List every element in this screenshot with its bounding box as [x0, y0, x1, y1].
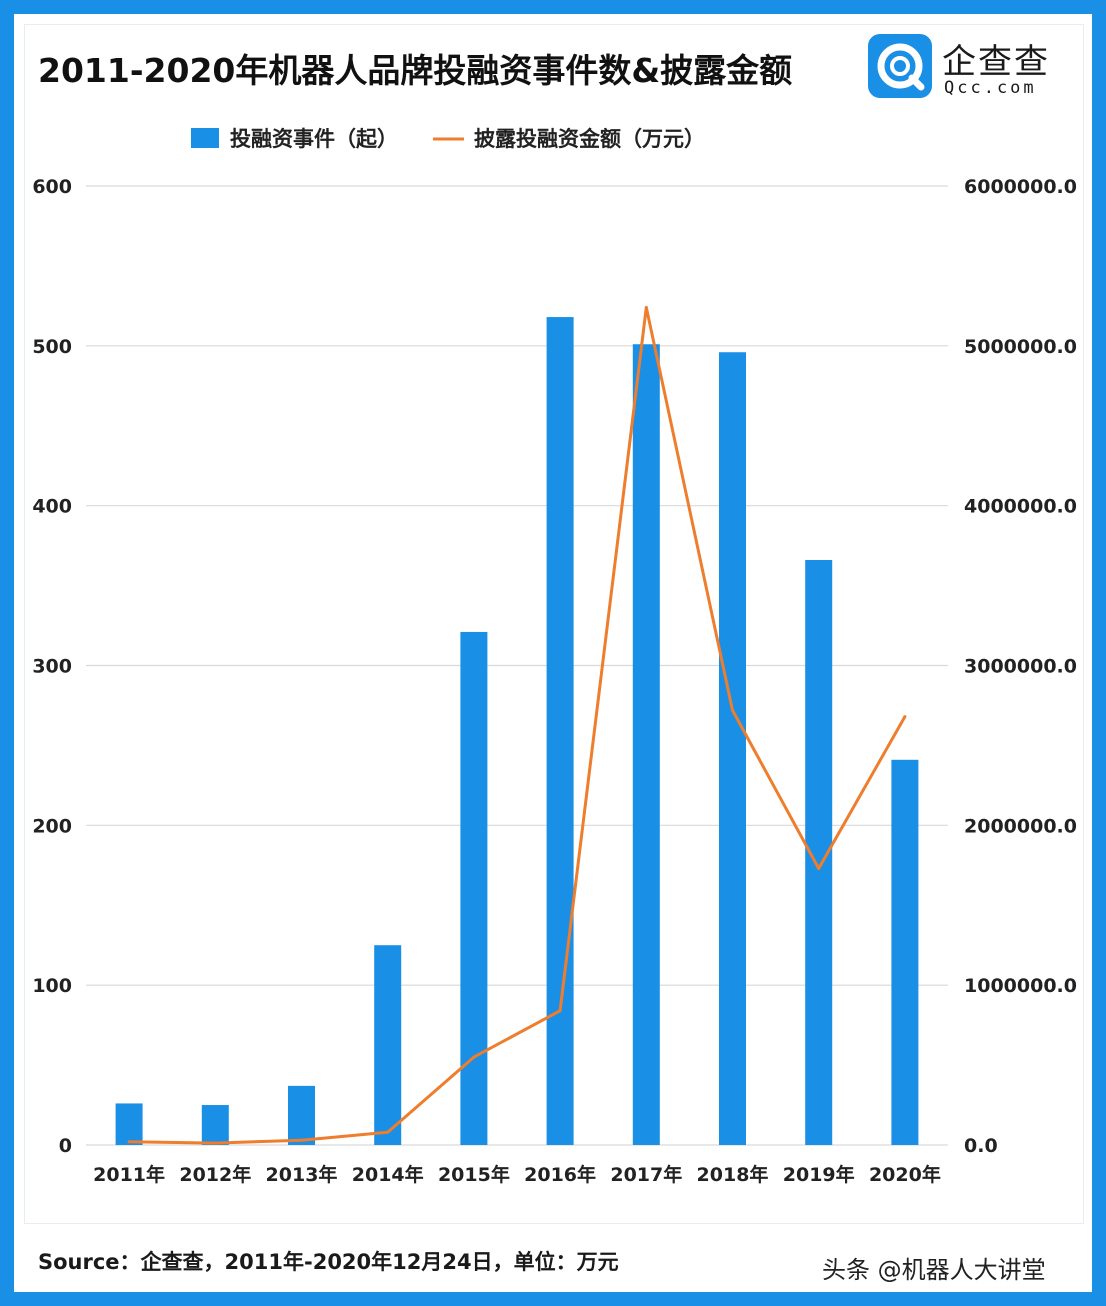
y-right-tick-label: 4000000.0: [964, 496, 1077, 518]
y-right-tick-label: 0.0: [964, 1135, 998, 1157]
line-point: [472, 1055, 476, 1059]
line-point: [644, 305, 648, 309]
x-tick-label: 2017年: [610, 1163, 682, 1186]
legend-swatch-bar: [191, 128, 219, 148]
line-point: [300, 1138, 303, 1142]
x-tick-label: 2012年: [179, 1163, 251, 1186]
x-tick-label: 2019年: [783, 1163, 855, 1186]
legend-label-bar: 投融资事件（起）: [230, 127, 398, 151]
line-point: [558, 1009, 562, 1013]
y-left-tick-label: 100: [32, 975, 72, 997]
line-point: [213, 1141, 217, 1145]
x-tick-label: 2014年: [352, 1163, 424, 1186]
bar: [719, 352, 746, 1145]
qcc-logo: 企查查 Qcc.com: [868, 34, 1068, 100]
line-series: [127, 305, 907, 1145]
x-tick-label: 2018年: [697, 1163, 769, 1186]
line-point: [817, 866, 821, 870]
line-point: [127, 1140, 131, 1144]
line-point: [731, 708, 734, 712]
qcc-logo-icon: [868, 34, 932, 98]
legend-label-line: 披露投融资金额（万元）: [474, 127, 705, 151]
line-point: [903, 715, 907, 719]
bar: [460, 631, 488, 1145]
y-right-tick-label: 6000000.0: [964, 176, 1077, 198]
y-left-tick-label: 500: [32, 336, 72, 358]
author-credit: 头条 @机器人大讲堂: [822, 1256, 1046, 1284]
y-left-tick-label: 300: [32, 656, 72, 678]
bar-series: [115, 317, 919, 1145]
logo-name-cn: 企查查: [942, 42, 1050, 82]
logo-name-en: Qcc.com: [944, 78, 1037, 98]
source-note: Source：企查查，2011年-2020年12月24日，单位：万元: [38, 1250, 619, 1274]
x-tick-label: 2011年: [93, 1163, 165, 1186]
x-tick-label: 2020年: [869, 1163, 941, 1186]
y-right-tick-label: 5000000.0: [964, 336, 1077, 358]
y-right-tick-label: 3000000.0: [964, 656, 1077, 678]
bar: [374, 945, 402, 1145]
y-left-tick-label: 400: [32, 496, 72, 518]
series-line: [129, 305, 907, 1145]
y-left-tick-label: 600: [32, 176, 72, 198]
grid-lines: [86, 185, 948, 1146]
y-right-tick-label: 1000000.0: [964, 975, 1077, 997]
line-point: [386, 1130, 390, 1134]
y-left-tick-label: 200: [32, 815, 72, 837]
legend: 投融资事件（起） 披露投融资金额（万元）: [191, 127, 705, 151]
bar: [632, 344, 660, 1145]
y-axis-right: 0.0 1000000.0 2000000.0 3000000.0 4000000.0 5…: [964, 176, 1077, 1157]
y-axis-left: 0 100 200 300 400 500 600: [32, 176, 72, 1157]
chart-title: 2011-2020年机器人品牌投融资事件数&披露金额: [38, 51, 793, 90]
x-tick-label: 2013年: [266, 1163, 338, 1186]
bar: [115, 1103, 143, 1145]
y-right-tick-label: 2000000.0: [964, 815, 1077, 837]
x-axis: 2011年 2012年 2013年 2014年 2015年 2016年 2017年 2018年…: [93, 1163, 941, 1186]
bar: [201, 1105, 229, 1145]
bar: [891, 759, 919, 1145]
x-tick-label: 2016年: [524, 1163, 596, 1186]
bar: [288, 1085, 315, 1145]
x-tick-label: 2015年: [438, 1163, 510, 1186]
y-left-tick-label: 0: [59, 1135, 72, 1157]
bar: [546, 317, 574, 1145]
